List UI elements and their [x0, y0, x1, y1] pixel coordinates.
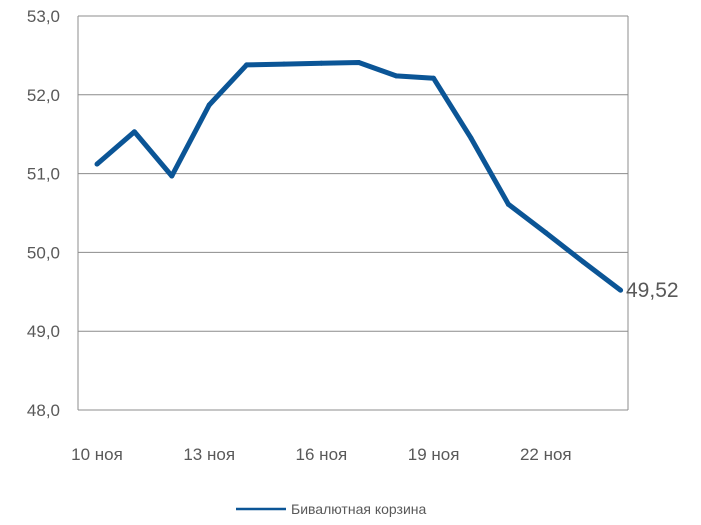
data-point [318, 60, 324, 66]
x-tick-label: 13 ноя [183, 445, 235, 464]
data-point [131, 129, 137, 135]
axes [77, 16, 629, 410]
legend-label: Бивалютная корзина [291, 501, 427, 517]
data-point [580, 259, 586, 265]
x-tick-label: 19 ноя [408, 445, 460, 464]
y-tick-label: 51,0 [27, 165, 60, 184]
data-point [94, 161, 100, 167]
data-point [468, 135, 474, 141]
data-point [505, 201, 511, 207]
data-point [543, 230, 549, 236]
data-point [281, 61, 287, 67]
data-point [356, 59, 362, 65]
data-point [169, 173, 175, 179]
x-tick-label: 22 ноя [520, 445, 572, 464]
y-tick-label: 52,0 [27, 86, 60, 105]
legend: Бивалютная корзина [236, 501, 427, 517]
tick-labels: 48,0 49,0 50,0 51,0 52,0 53,0 10 ноя 13 ноя 16 н… [27, 7, 679, 464]
end-value-label: 49,52 [626, 279, 679, 302]
y-tick-label: 50,0 [27, 243, 60, 262]
x-tick-label: 16 ноя [296, 445, 348, 464]
y-tick-label: 53,0 [27, 7, 60, 26]
x-tick-label: 10 ноя [71, 445, 123, 464]
series-lines [94, 59, 624, 293]
y-tick-label: 49,0 [27, 322, 60, 341]
data-point [206, 102, 212, 108]
series-line-0 [95, 60, 623, 293]
y-tick-label: 48,0 [27, 401, 60, 420]
data-point [618, 287, 624, 293]
data-point [393, 73, 399, 79]
gridlines [78, 15, 628, 411]
data-point [431, 75, 437, 81]
data-point [244, 62, 250, 68]
